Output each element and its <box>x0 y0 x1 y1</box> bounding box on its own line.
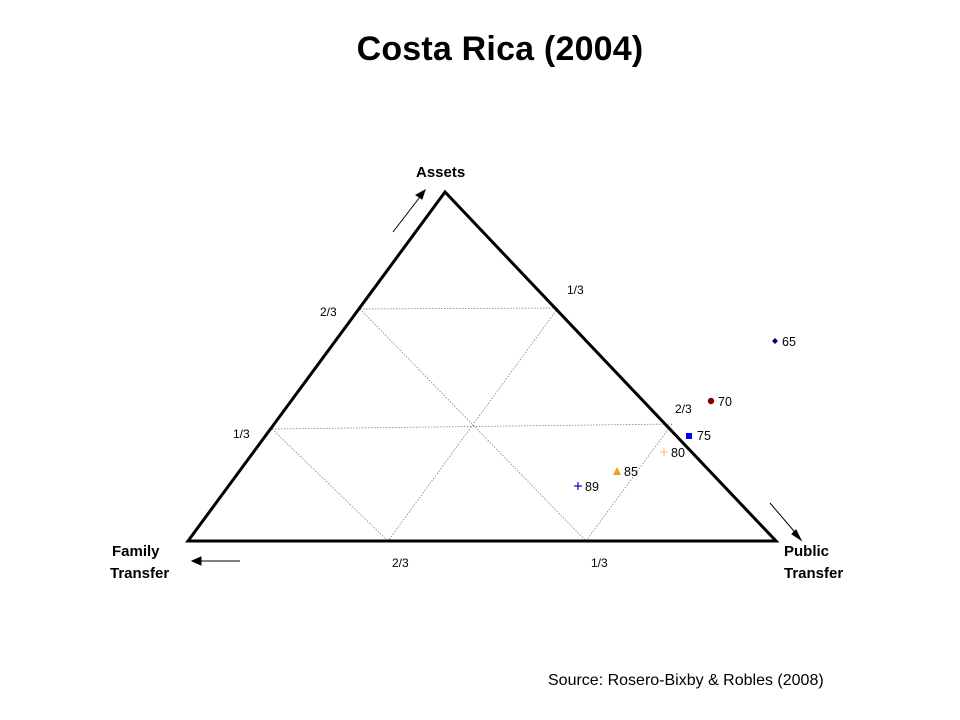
gridline-public-1-3 <box>387 307 559 542</box>
point-label-70: 70 <box>718 395 732 409</box>
data-points: 65 70 75 80 85 89 <box>574 335 796 494</box>
ternary-triangle <box>185 189 780 543</box>
gridline-assets-2-3 <box>359 307 559 310</box>
tick-assets-2-3: 2/3 <box>320 305 337 319</box>
tick-public-1-3: 1/3 <box>567 283 584 297</box>
point-age-80: 80 <box>660 446 685 460</box>
point-label-65: 65 <box>782 335 796 349</box>
vertex-label-family-line1: Family <box>112 543 160 560</box>
gridline-public-2-3 <box>585 423 673 542</box>
gridline-family-2-3 <box>271 428 389 542</box>
assets-arrowhead <box>415 188 426 200</box>
page-title: Costa Rica (2004) <box>356 30 644 68</box>
family-arrowhead <box>190 556 202 566</box>
vertex-label-public-line1: Public <box>784 543 829 560</box>
tick-assets-1-3: 1/3 <box>233 427 250 441</box>
point-label-75: 75 <box>697 429 711 443</box>
point-label-80: 80 <box>671 446 685 460</box>
grid-lines <box>271 307 673 542</box>
diamond-marker <box>772 338 778 344</box>
gridline-assets-1-3 <box>271 423 673 430</box>
vertex-label-family-line2: Transfer <box>110 565 169 582</box>
assets-arrow <box>392 192 424 233</box>
point-label-85: 85 <box>624 465 638 479</box>
tick-public-2-3: 2/3 <box>675 402 692 416</box>
point-age-65: 65 <box>772 335 796 349</box>
public-arrowhead <box>791 529 803 542</box>
point-age-89: 89 <box>574 480 599 494</box>
square-marker <box>686 433 692 439</box>
point-age-70: 70 <box>707 395 732 409</box>
vertex-label-public-line2: Transfer <box>784 565 843 582</box>
source-note: Source: Rosero-Bixby & Robles (2008) <box>548 672 824 689</box>
circle-marker <box>707 397 715 405</box>
point-label-89: 89 <box>585 480 599 494</box>
vertex-label-assets: Assets <box>416 164 465 181</box>
tick-family-1-3: 1/3 <box>591 556 608 570</box>
point-age-75: 75 <box>686 429 711 443</box>
point-age-85: 85 <box>613 465 638 479</box>
triangle-marker <box>613 467 621 475</box>
tick-family-2-3: 2/3 <box>392 556 409 570</box>
axis-arrows <box>190 188 803 566</box>
